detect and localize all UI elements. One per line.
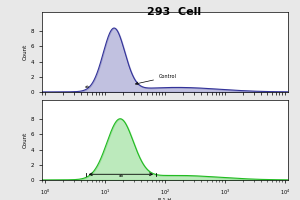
Y-axis label: Count: Count [23, 132, 28, 148]
Text: ab: ab [118, 174, 124, 178]
Text: 293  Cell: 293 Cell [147, 7, 201, 17]
Text: Control: Control [136, 74, 177, 85]
X-axis label: FL1-H: FL1-H [158, 198, 172, 200]
Y-axis label: Count: Count [23, 44, 28, 60]
X-axis label: FL1-H: FL1-H [158, 101, 172, 106]
Text: ab: ab [84, 85, 90, 89]
